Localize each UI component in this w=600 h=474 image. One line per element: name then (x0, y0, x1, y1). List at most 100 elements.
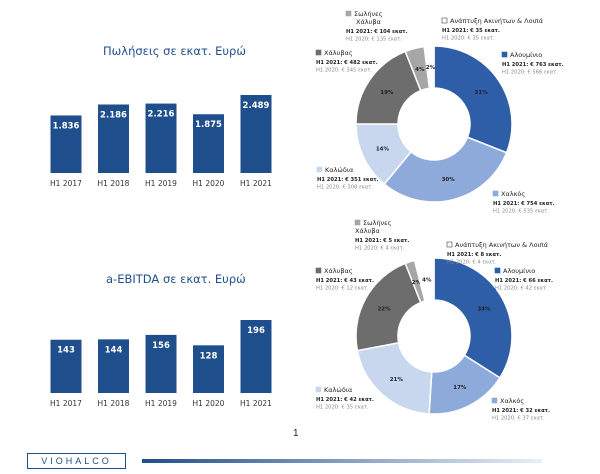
donut-center-subtitle: ανά τομέα (420, 127, 449, 134)
legend-name: Αλουμίνιο (503, 267, 535, 275)
donut-slice (433, 257, 513, 379)
category-tick-label: H1 2019 (145, 179, 177, 188)
slice-percent-label: 2% (426, 65, 436, 71)
slice-percent-label: 19% (380, 90, 394, 96)
bar-value-label: 143 (57, 346, 75, 356)
legend-swatch (315, 267, 322, 274)
bar (50, 339, 82, 393)
category-tick-label: H1 2020 (193, 179, 225, 188)
donut-slice (383, 136, 508, 203)
legend-swatch (446, 241, 453, 248)
legend-current-value: H1 2021: € 35 εκατ. (442, 28, 500, 34)
legend-name: Χάλυβα (356, 18, 381, 26)
bar (240, 95, 272, 173)
legend-previous-value: H1 2020: € 566 εκατ. (502, 70, 558, 76)
donut-center-title: Πωλήσεις (411, 116, 457, 126)
category-tick-label: H1 2021 (240, 179, 272, 188)
bar-value-label: 2.216 (148, 110, 175, 120)
slice-percent-label: 17% (453, 385, 467, 391)
donut-center-subtitle: ανά τομέα (420, 339, 449, 346)
legend-current-value: H1 2021: € 104 εκατ. (346, 29, 408, 35)
legend-current-value: H1 2021: € 763 εκατ. (502, 62, 564, 68)
legend-name: Ανάπτυξη Ακινήτων & Λοιπά (455, 241, 548, 249)
legend-swatch (491, 397, 498, 404)
legend-previous-value: H1 2020: € 35 εκατ. (442, 36, 495, 42)
legend-swatch (441, 17, 448, 24)
legend-swatch (315, 386, 322, 393)
legend-swatch (316, 166, 323, 173)
sales-chart-title: Πωλήσεις σε εκατ. Ευρώ (103, 44, 246, 58)
legend-swatch (494, 267, 501, 274)
legend-previous-value: H1 2020: € 308 εκατ. (317, 185, 373, 191)
bar (50, 115, 82, 173)
slice-percent-label: 2% (412, 280, 422, 286)
bar-value-label: 144 (105, 345, 123, 355)
bar-value-label: 196 (247, 326, 265, 336)
slice-percent-label: 30% (442, 177, 456, 183)
legend-name: Χάλυβα (355, 227, 380, 235)
category-tick-label: H1 2017 (50, 179, 82, 188)
legend-name: Αλουμίνιο (510, 51, 542, 59)
slice-percent-label: 31% (475, 90, 489, 96)
footer-rule (142, 459, 542, 463)
ebitda-chart-title: a-EBITDA σε εκατ. Ευρώ (106, 272, 246, 286)
legend-current-value: H1 2021: € 754 εκατ. (493, 201, 555, 207)
slice-percent-label: 4% (422, 277, 432, 283)
category-tick-label: H1 2018 (98, 399, 130, 408)
legend-swatch (501, 51, 508, 58)
legend-swatch (354, 219, 361, 226)
legend-previous-value: H1 2020: € 37 εκατ. (492, 416, 545, 422)
bar-value-label: 128 (200, 351, 218, 361)
page-number: 1 (293, 428, 299, 439)
bar-value-label: 1.836 (53, 121, 80, 131)
bar-value-label: 2.186 (100, 110, 127, 120)
bar-value-label: 156 (152, 341, 170, 351)
bar (98, 104, 129, 173)
legend-name: Καλώδια (324, 386, 352, 394)
donut-center-title: a-EBITDA (412, 328, 457, 338)
legend-current-value: H1 2021: € 482 εκατ. (316, 60, 378, 66)
category-tick-label: H1 2020 (193, 399, 225, 408)
bar-value-label: 2.489 (243, 101, 270, 111)
category-tick-label: H1 2021 (240, 399, 272, 408)
legend-name: Σωλήνες (354, 10, 383, 18)
legend-current-value: H1 2021: € 42 εκατ. (316, 397, 374, 403)
legend-current-value: H1 2021: € 5 εκατ. (355, 238, 409, 244)
donut-slice (355, 262, 422, 352)
donut-slice (423, 45, 435, 90)
legend-swatch (345, 10, 352, 17)
bar (240, 320, 272, 393)
legend-current-value: H1 2021: € 66 εκατ. (495, 278, 553, 284)
legend-name: Καλώδια (325, 166, 353, 174)
bar (193, 345, 224, 393)
legend-current-value: H1 2021: € 43 εκατ. (316, 278, 374, 284)
donut-slice (433, 45, 513, 154)
legend-name: Χάλυβας (324, 49, 353, 57)
legend-current-value: H1 2021: € 8 εκατ. (447, 252, 501, 258)
legend-swatch (492, 190, 499, 197)
slice-percent-label: 21% (390, 377, 404, 383)
slice-percent-label: 34% (477, 307, 491, 313)
legend-previous-value: H1 2020: € 535 εκατ. (493, 209, 549, 215)
legend-previous-value: H1 2020: € 135 εκατ. (346, 37, 402, 43)
legend-previous-value: H1 2020: € 345 εκατ. (316, 68, 372, 74)
legend-swatch (315, 49, 322, 56)
legend-name: Χαλκός (501, 190, 525, 198)
legend-previous-value: H1 2020: € 4 εκατ. (355, 246, 405, 252)
category-tick-label: H1 2018 (98, 179, 130, 188)
category-tick-label: H1 2017 (50, 399, 82, 408)
bar (98, 339, 129, 393)
legend-name: Χαλκός (500, 397, 524, 405)
category-tick-label: H1 2019 (145, 399, 177, 408)
donut-slice (413, 257, 435, 303)
legend-current-value: H1 2021: € 351 εκατ. (317, 177, 379, 183)
bar (193, 114, 224, 173)
legend-previous-value: H1 2020: € 12 εκατ. (316, 286, 369, 292)
legend-name: Ανάπτυξη Ακινήτων & Λοιπά (450, 17, 543, 25)
bar (145, 334, 177, 393)
legend-name: Χάλυβας (324, 267, 353, 275)
legend-previous-value: H1 2020: € 35 εκατ. (316, 405, 369, 411)
slice-percent-label: 14% (376, 146, 390, 152)
bar-value-label: 1.875 (195, 120, 222, 130)
